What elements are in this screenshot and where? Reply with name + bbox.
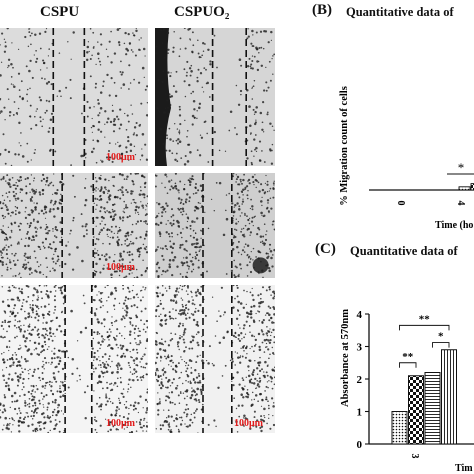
scale-bar-label: 100μm (106, 418, 135, 429)
panel-c-significance-bracket (432, 342, 450, 348)
panel-c-y-tick-label: 1 (357, 407, 363, 419)
panel-b-ylabel: % Migration count of cells (339, 86, 350, 206)
panel-c-x-tick-label: 3 (409, 454, 420, 459)
panel-c-y-tick-label: 2 (357, 374, 363, 386)
panel-c-significance-bracket (399, 362, 417, 368)
panel-c-y-tick-label: 3 (357, 342, 363, 354)
panel-b-bar (458, 186, 471, 191)
panel-c-letter: (C) (315, 241, 336, 257)
micrograph-cspu-3 (0, 285, 148, 433)
panel-c-significance-label: ** (419, 313, 431, 325)
panel-c-ylabel: Absorbance at 570nm (340, 309, 351, 407)
panel-b-x-tick-label: 0 (395, 201, 406, 206)
panel-c-significance-label: ** (402, 351, 414, 363)
panel-c-significance-bracket (399, 324, 450, 331)
panel-b-significance-label: * (458, 160, 465, 175)
panel-b-x-tick-label: 4 (455, 201, 466, 206)
micrograph-image (155, 173, 275, 278)
panel-b-xlabel: Time (ho (435, 220, 473, 231)
micrograph-cspuo2-1 (155, 28, 275, 166)
panel-c-bar (424, 372, 441, 445)
panel-b-letter: (B) (312, 2, 332, 18)
micrograph-image (0, 173, 148, 278)
micrograph-image (0, 28, 148, 166)
micrograph-image (155, 285, 275, 433)
micrograph-cspu-2 (0, 173, 148, 278)
column-header-cspuo2: CSPUO₂ (174, 4, 230, 20)
scale-bar-label: 100μm (106, 152, 135, 163)
panel-c-significance-label: * (438, 331, 444, 343)
panel-b-bar (470, 183, 474, 191)
scale-bar-label: 100μm (106, 262, 135, 273)
panel-c-bar (408, 375, 424, 445)
panel-c-y-tick-label: 4 (357, 309, 363, 321)
micrograph-image (0, 285, 148, 433)
column-header-cspu: CSPU (40, 4, 80, 20)
micrograph-cspu-1 (0, 28, 148, 166)
panel-c-y-tick-label: 0 (357, 439, 363, 451)
micrograph-cspuo2-3 (155, 285, 275, 433)
panel-b-chart: % Migration count of cells 0 4 * Time (ho (339, 86, 474, 231)
panel-c-xlabel: Tim (455, 463, 473, 474)
panel-b-title: Quantitative data of (346, 5, 454, 19)
panel-c-title: Quantitative data of (350, 244, 458, 258)
scale-bar-label: 100μm (234, 418, 263, 429)
panel-c-bar (441, 349, 457, 445)
micrograph-cspuo2-2 (155, 173, 275, 278)
micrograph-image (155, 28, 275, 166)
panel-c-bar (391, 411, 408, 445)
